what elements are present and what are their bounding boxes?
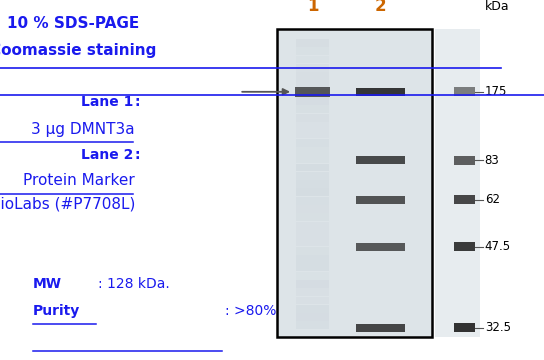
Bar [296,97,329,105]
Text: 1: 1 [307,0,319,15]
Bar [296,172,329,180]
Text: BioLabs (#P7708L): BioLabs (#P7708L) [0,196,135,211]
Bar [296,147,329,155]
Bar [296,263,329,271]
Text: 62: 62 [485,193,500,206]
Bar [356,88,405,96]
Text: Purity: Purity [33,304,80,318]
Bar [296,230,329,238]
Bar [296,197,329,205]
Bar [356,243,405,251]
Text: Protein Marker: Protein Marker [23,173,135,188]
Text: : 128 kDa.: : 128 kDa. [98,277,170,291]
Bar [296,280,329,288]
Text: :: : [135,148,140,162]
Text: 2: 2 [375,0,387,15]
Bar [296,213,329,221]
Bar [296,55,329,63]
Bar [277,29,432,337]
Bar [296,155,329,163]
Bar [356,196,405,204]
Text: 47.5: 47.5 [485,240,511,253]
Bar [454,195,475,204]
Bar [296,297,329,305]
Text: 32.5: 32.5 [485,321,511,334]
Bar [296,163,329,171]
Text: Lane 2: Lane 2 [81,148,133,162]
Bar [296,238,329,246]
Bar [296,64,329,72]
Text: 175: 175 [485,85,507,98]
Bar [296,205,329,213]
Bar [454,156,475,165]
Text: MW: MW [33,277,61,291]
Text: 10 % SDS-PAGE: 10 % SDS-PAGE [7,16,140,31]
Text: : >80%: : >80% [225,304,276,318]
Bar [296,80,329,88]
Bar [296,72,329,80]
Bar [454,242,475,251]
Bar [296,247,329,255]
Bar [296,130,329,138]
Bar [295,87,330,97]
Text: 83: 83 [485,154,499,167]
Text: Coomassie staining: Coomassie staining [0,43,157,58]
Text: Lane 1: Lane 1 [81,95,133,109]
Text: :: : [135,95,140,109]
Bar [296,255,329,263]
Bar [454,87,475,96]
Bar [296,222,329,230]
Bar [296,321,329,329]
Bar [296,47,329,55]
Bar [356,156,405,164]
Bar [296,139,329,147]
Bar [296,305,329,313]
Bar [356,324,405,332]
Bar [296,105,329,113]
Bar [296,180,329,188]
Bar [296,313,329,321]
Bar [296,122,329,130]
Bar [296,89,329,97]
Bar [454,323,475,332]
Text: 3 μg DMNT3a: 3 μg DMNT3a [32,122,135,138]
Bar [296,288,329,296]
Bar [296,39,329,47]
Bar [296,114,329,122]
Bar [296,189,329,197]
Text: kDa: kDa [485,0,509,13]
Bar [296,271,329,279]
Bar [435,29,480,337]
